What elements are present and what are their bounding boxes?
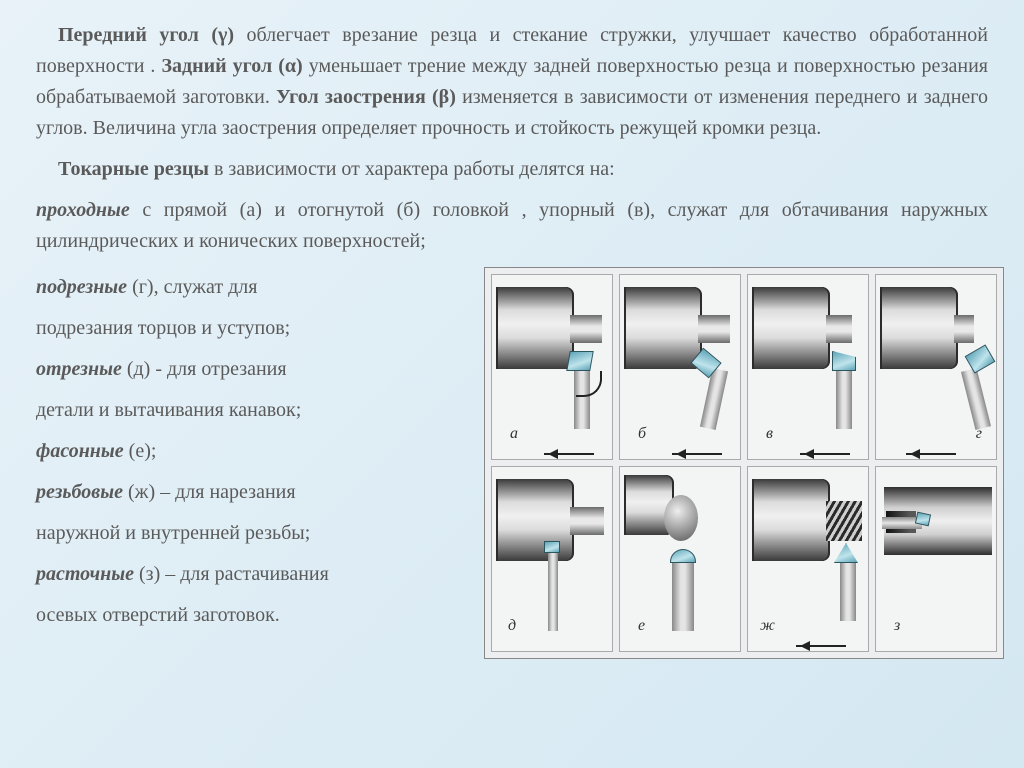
term-passing: проходные bbox=[36, 199, 130, 221]
definitions-column: подрезные (г), служат для подрезания тор… bbox=[36, 267, 466, 659]
paragraph-angles: Передний угол (γ) облегчает врезание рез… bbox=[36, 20, 988, 144]
chuck-icon bbox=[752, 479, 830, 561]
term-parting: отрезные bbox=[36, 358, 122, 380]
slide-page: Передний угол (γ) облегчает врезание рез… bbox=[0, 0, 1024, 679]
arrow-left-icon bbox=[672, 453, 722, 455]
insert-icon bbox=[915, 512, 931, 527]
cell-label: б bbox=[638, 425, 646, 443]
text-line: наружной и внутренней резьбы; bbox=[36, 513, 466, 554]
term-front-angle: Передний угол (γ) bbox=[58, 24, 234, 46]
term-form: фасонные bbox=[36, 440, 124, 462]
cell-label: в bbox=[766, 425, 773, 443]
figure-row-bottom: д е ж bbox=[491, 466, 997, 652]
text-span: (г), служат для bbox=[127, 276, 257, 298]
tool-holder-icon bbox=[961, 368, 991, 430]
text-span: в зависимости от характера работы делятс… bbox=[209, 158, 615, 180]
chuck-icon bbox=[496, 287, 574, 369]
text-line: детали и вытачивания канавок; bbox=[36, 390, 466, 431]
insert-icon bbox=[566, 351, 594, 371]
arrow-left-icon bbox=[544, 453, 594, 455]
text-span: с прямой (а) и отогнутой (б) головкой , … bbox=[36, 199, 988, 252]
lower-row: подрезные (г), служат для подрезания тор… bbox=[36, 267, 988, 659]
figure-row-top: а б bbox=[491, 274, 997, 460]
text-line: осевых отверстий заготовок. bbox=[36, 595, 466, 636]
term-boring: расточные bbox=[36, 563, 134, 585]
cell-a: а bbox=[491, 274, 613, 460]
text-span: (ж) – для нарезания bbox=[123, 481, 296, 503]
chuck-icon bbox=[624, 287, 702, 369]
chuck-icon bbox=[496, 479, 574, 561]
figure-column: а б bbox=[484, 267, 1004, 659]
thread-workpiece-icon bbox=[826, 501, 862, 541]
arrow-left-icon bbox=[800, 453, 850, 455]
paragraph-passing: проходные с прямой (а) и отогнутой (б) г… bbox=[36, 195, 988, 257]
cell-label: а bbox=[510, 425, 518, 443]
tool-holder-icon bbox=[548, 551, 558, 631]
term-cutoff-face: подрезные bbox=[36, 276, 127, 298]
cell-g: г bbox=[875, 274, 997, 460]
ball-workpiece-icon bbox=[664, 495, 698, 541]
arrow-left-icon bbox=[796, 645, 846, 647]
cutter-types-figure: а б bbox=[484, 267, 1004, 659]
cell-label: е bbox=[638, 617, 645, 635]
insert-icon bbox=[834, 543, 858, 563]
text-span: (д) - для отрезания bbox=[122, 358, 287, 380]
cell-e: е bbox=[619, 466, 741, 652]
insert-icon bbox=[832, 351, 856, 371]
insert-icon bbox=[670, 549, 696, 563]
workpiece-icon bbox=[826, 315, 852, 343]
text-line: подрезания торцов и уступов; bbox=[36, 308, 466, 349]
cell-label: г bbox=[976, 425, 982, 443]
cell-z: з bbox=[875, 466, 997, 652]
tool-holder-icon bbox=[836, 369, 852, 429]
cell-label: д bbox=[508, 617, 516, 635]
cell-v: в bbox=[747, 274, 869, 460]
tool-holder-icon bbox=[700, 368, 728, 430]
feed-arrow-icon bbox=[576, 371, 602, 397]
arrow-left-icon bbox=[906, 453, 956, 455]
tool-holder-icon bbox=[840, 561, 856, 621]
text-span: (з) – для растачивания bbox=[134, 563, 329, 585]
workpiece-icon bbox=[570, 315, 602, 343]
cell-label: ж bbox=[760, 617, 775, 635]
text-span: (е); bbox=[124, 440, 157, 462]
chuck-icon bbox=[880, 287, 958, 369]
paragraph-cutters-intro: Токарные резцы в зависимости от характер… bbox=[36, 154, 988, 185]
workpiece-icon bbox=[698, 315, 730, 343]
cell-zh: ж bbox=[747, 466, 869, 652]
cell-d: д bbox=[491, 466, 613, 652]
term-back-angle: Задний угол (α) bbox=[161, 55, 302, 77]
term-sharpen-angle: Угол заострения (β) bbox=[276, 86, 456, 108]
term-cutters: Токарные резцы bbox=[58, 158, 209, 180]
cell-label: з bbox=[894, 617, 900, 635]
insert-icon bbox=[544, 541, 560, 553]
workpiece-icon bbox=[570, 507, 604, 535]
term-thread: резьбовые bbox=[36, 481, 123, 503]
tool-holder-icon bbox=[672, 561, 694, 631]
workpiece-icon bbox=[954, 315, 974, 343]
cell-b: б bbox=[619, 274, 741, 460]
chuck-icon bbox=[752, 287, 830, 369]
